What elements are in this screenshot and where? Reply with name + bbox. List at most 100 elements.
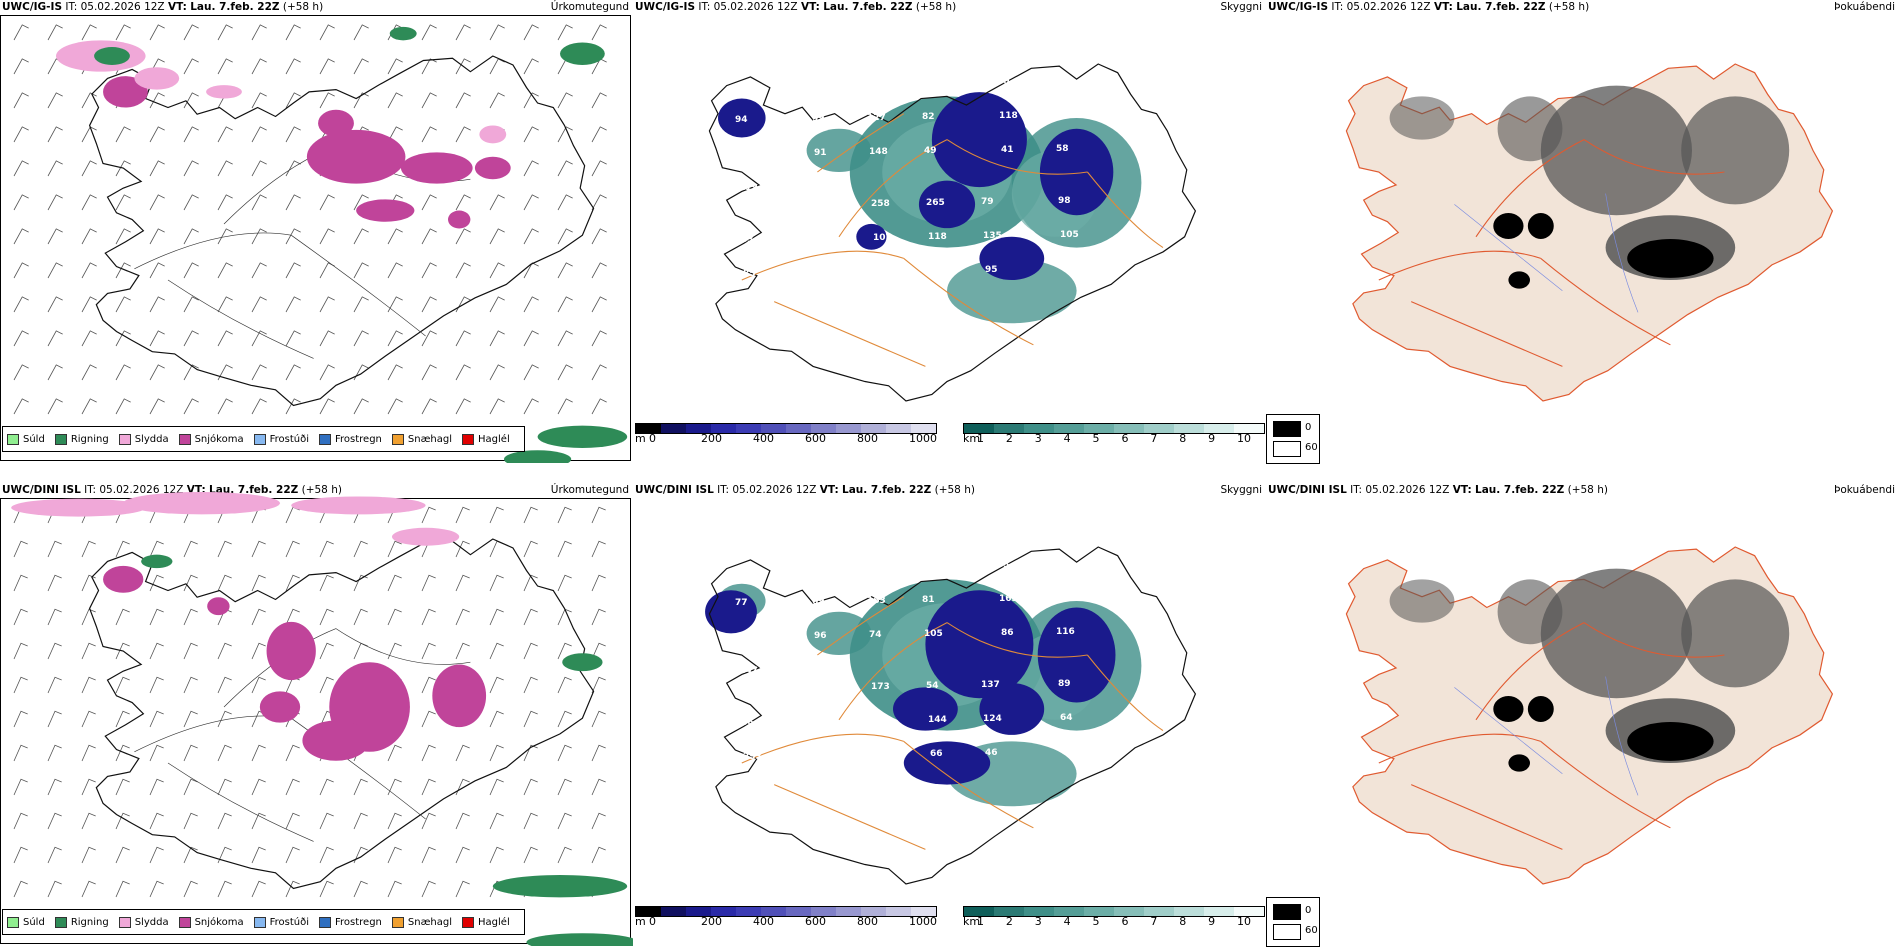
vt-value: Lau. 7.feb. 22Z: [842, 484, 932, 496]
legend-item: Snjókoma: [178, 916, 244, 928]
field-area: [718, 92, 1114, 280]
legend-swatch: [178, 433, 191, 445]
visibility-value-label: 146: [930, 266, 949, 276]
legend-label: Súld: [23, 916, 45, 928]
visibility-value-label: 77: [735, 598, 748, 608]
colorbar-segment: [786, 424, 811, 433]
colorbar-segment: [964, 907, 994, 916]
vt-value: Lau. 7.feb. 22Z: [190, 1, 280, 13]
colorbar-tick: 7: [1150, 915, 1158, 928]
legend-label: Snæhagl: [407, 916, 453, 928]
colorbar-segment: [1174, 424, 1204, 433]
colorbar-segment: [1234, 907, 1264, 916]
colorbar-tick: 9: [1208, 915, 1216, 928]
visibility-value-label: 66: [745, 303, 758, 313]
visibility-value-label: 80: [865, 562, 878, 572]
colorbars: m 0 200 400 600 800 1000 km 1 2 3 4 5 6 7 8 9 10: [633, 423, 1266, 447]
vt-value: Lau. 7.feb. 22Z: [823, 1, 913, 13]
vt-label: VT:: [1452, 484, 1472, 496]
colorbar-tick: 2: [1005, 432, 1013, 445]
it-label: IT:: [717, 484, 730, 496]
colorbar-segment: [994, 424, 1024, 433]
colorbar-segment: [861, 424, 886, 433]
vt-label: VT:: [819, 484, 839, 496]
panel-title: Úrkomutegund: [550, 1, 629, 13]
field-area: [705, 590, 1116, 785]
visibility-value-label: 72: [798, 268, 811, 278]
colorbar-tick: 200: [701, 432, 722, 445]
visibility-value-label: 79: [981, 197, 994, 207]
legend-label: Haglél: [478, 433, 510, 445]
colorbar-segment: [811, 424, 836, 433]
visibility-value-label: 147: [739, 666, 758, 676]
visibility-value-label: 83: [741, 235, 754, 245]
legend-label: Snjókoma: [194, 433, 244, 445]
visibility-value-label: 24: [1062, 747, 1075, 757]
colorbar-tick: 3: [1034, 432, 1042, 445]
visibility-value-label: 38: [745, 786, 758, 796]
visibility-value-label: 63: [997, 560, 1010, 570]
legend-item: Rigning: [54, 433, 109, 445]
colorbar-tick: 4: [1063, 432, 1071, 445]
colorbar-segment: [661, 424, 686, 433]
colorbar-segment: [1204, 907, 1234, 916]
visibility-value-label: 119: [739, 183, 758, 193]
legend-label: Slydda: [134, 916, 169, 928]
colorbar-tick: 1: [977, 432, 984, 445]
height-colorbar: [635, 906, 937, 917]
visibility-value-label: 65: [875, 267, 888, 277]
legend-item: Súld: [7, 433, 45, 445]
visibility-value-label: 173: [871, 682, 890, 692]
map-frame: [0, 498, 631, 944]
it-value: 05.02.2026 12Z: [80, 1, 165, 13]
legend-swatch: [54, 916, 67, 928]
field-area: [103, 565, 487, 761]
visibility-value-label: 64: [1060, 713, 1073, 723]
colorbar-segment: [1084, 424, 1114, 433]
colorbars: m 0 200 400 600 800 1000 km 1 2 3 4 5 6 7 8 9 10: [633, 906, 1266, 930]
visibility-value-label: 86: [1001, 628, 1014, 638]
colorbar-unit: m: [635, 915, 646, 928]
colorbar-segment: [711, 907, 736, 916]
fog-map: [1345, 63, 1834, 402]
field-area: [56, 40, 507, 144]
road-lines: [741, 113, 1164, 367]
precip-map: [13, 24, 628, 463]
colorbar-segment: [711, 424, 736, 433]
colorbar-segment: [686, 424, 711, 433]
colorbar-segment: [736, 424, 761, 433]
legend-item: Frostúði: [253, 433, 309, 445]
visibility-value-label: 100: [796, 234, 815, 244]
visibility-value-label: 143: [737, 149, 756, 159]
panel-title: Þokuábendi: [1834, 484, 1895, 496]
legend-label: Súld: [23, 433, 45, 445]
field-area: [103, 76, 511, 229]
fog-legend-swatch: [1273, 421, 1301, 437]
fog-legend-label: 0: [1305, 905, 1312, 916]
visibility-value-label: 112: [1062, 264, 1081, 274]
visibility-value-label: 105: [924, 629, 943, 639]
legend-swatch: [391, 433, 404, 445]
visibility-value-label: 127: [867, 113, 886, 123]
visibility-value-label: 69: [812, 597, 825, 607]
legend-swatch: [7, 433, 19, 445]
legend-item: Snæhagl: [391, 916, 453, 928]
colorbar-segment: [1024, 907, 1054, 916]
visibility-value-label: 91: [920, 561, 933, 571]
legend-swatch: [319, 916, 331, 928]
coastline: [88, 55, 595, 407]
colorbar-segment: [736, 907, 761, 916]
legend-swatch: [253, 433, 266, 445]
vt-value: Lau. 7.feb. 22Z: [1456, 1, 1546, 13]
visibility-value-label: 41: [1001, 145, 1014, 155]
colorbar-segment: [861, 907, 886, 916]
colorbar-segment: [1174, 907, 1204, 916]
legend-item: Haglél: [462, 916, 510, 928]
colorbar-tick: 1000: [909, 915, 937, 928]
coastline: [708, 63, 1197, 402]
colorbar-tick: 7: [1150, 432, 1158, 445]
visibility-value-label: 81: [922, 595, 935, 605]
visibility-value-label: 70: [875, 750, 888, 760]
height-colorbar: [635, 423, 937, 434]
colorbar-segment: [636, 907, 661, 916]
